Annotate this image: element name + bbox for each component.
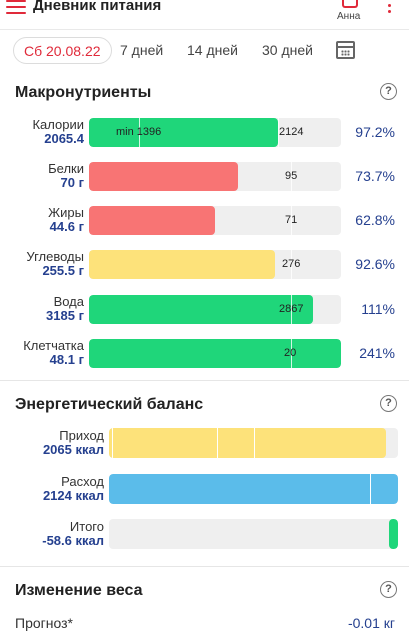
period-tabs: Сб 20.08.22 7 дней 14 дней 30 дней (13, 37, 403, 65)
target-marker (291, 295, 292, 324)
min-marker (139, 118, 140, 147)
macro-amount: 2065.4 (44, 131, 84, 146)
energy-amount: 2124 ккал (42, 488, 104, 503)
macro-name: Калории (32, 117, 84, 132)
macro-amount: 3185 г (46, 308, 84, 323)
energy-amount: 2065 ккал (42, 442, 104, 457)
macro-bar: min 1396 2124 (89, 118, 341, 147)
target-marker (291, 339, 292, 368)
target-marker (291, 206, 292, 235)
macro-name: Углеводы (26, 249, 84, 264)
macro-percent: 241% (359, 345, 395, 361)
forecast-label: Прогноз* (15, 615, 73, 631)
weight-title: Изменение веса (15, 582, 143, 599)
tab-day[interactable]: Сб 20.08.22 (13, 37, 112, 64)
target-label: 2867 (279, 303, 304, 315)
macro-name: Белки (48, 161, 84, 176)
macro-row-carbs: Углеводы 255.5 г 276 92.6% (0, 249, 409, 279)
macro-bar-fill (89, 295, 314, 324)
macro-amount: 44.6 г (49, 219, 84, 234)
energy-help-icon[interactable]: ? (380, 395, 397, 412)
target-marker (278, 118, 279, 147)
macro-percent: 62.8% (355, 212, 395, 228)
target-marker (291, 250, 292, 279)
macro-bar: 71 (89, 206, 341, 235)
macro-row-fiber: Клетчатка 48.1 г 20 241% (0, 338, 409, 368)
energy-row-income: Приход 2065 ккал (0, 428, 409, 458)
tab-7-days[interactable]: 7 дней (120, 42, 164, 58)
macro-percent: 73.7% (355, 168, 395, 184)
forecast-value: -0.01 кг (347, 615, 395, 631)
weight-help-icon[interactable]: ? (380, 581, 397, 598)
macro-name: Клетчатка (23, 338, 84, 353)
energy-bar (109, 519, 398, 549)
calendar-icon[interactable] (336, 41, 355, 59)
macro-bar-fill (89, 206, 215, 235)
target-label: 71 (285, 214, 298, 226)
user-icon[interactable] (342, 0, 358, 8)
target-label: 95 (285, 170, 298, 182)
energy-row-total: Итого -58.6 ккал (0, 519, 409, 549)
bar-segment (254, 428, 255, 458)
min-label: min 1396 (116, 126, 162, 138)
energy-bar (109, 474, 398, 504)
energy-bar-fill (109, 428, 387, 458)
target-label: 2124 (279, 126, 304, 138)
macro-name: Вода (53, 294, 84, 309)
macro-bar: 2867 (89, 295, 341, 324)
energy-name: Приход (59, 428, 104, 443)
macros-title: Макронутриенты (15, 84, 152, 101)
user-name[interactable]: Анна (337, 11, 361, 22)
macro-amount: 48.1 г (49, 352, 84, 367)
macro-amount: 70 г (60, 175, 85, 190)
target-label: 20 (284, 347, 297, 359)
tab-14-days[interactable]: 14 дней (187, 42, 238, 58)
bar-segment (370, 474, 371, 504)
divider (0, 566, 409, 567)
energy-bar-fill (109, 474, 398, 504)
target-label: 276 (282, 258, 301, 270)
macro-bar-fill (89, 162, 238, 191)
divider (0, 380, 409, 381)
macro-bar-fill (89, 118, 278, 147)
macro-row-calories: Калории 2065.4 min 1396 2124 97.2% (0, 117, 409, 147)
page-title: Дневник питания (33, 0, 162, 14)
macro-percent: 111% (361, 301, 395, 317)
macro-amount: 255.5 г (42, 263, 84, 278)
macro-row-protein: Белки 70 г 95 73.7% (0, 161, 409, 191)
macros-help-icon[interactable]: ? (380, 83, 397, 100)
energy-row-expense: Расход 2124 ккал (0, 474, 409, 504)
energy-title: Энергетический баланс (15, 396, 204, 413)
energy-amount: -58.6 ккал (42, 533, 104, 548)
energy-bar (109, 428, 398, 458)
macro-bar-fill (89, 339, 341, 368)
more-options-icon[interactable] (388, 4, 392, 16)
bar-segment (112, 428, 113, 458)
energy-name: Итого (69, 519, 104, 534)
energy-name: Расход (61, 474, 104, 489)
macro-bar: 20 (89, 339, 341, 368)
macro-bar: 95 (89, 162, 341, 191)
macro-bar-fill (89, 250, 276, 279)
macro-row-water: Вода 3185 г 2867 111% (0, 294, 409, 324)
target-marker (291, 162, 292, 191)
tab-30-days[interactable]: 30 дней (262, 42, 313, 58)
macro-bar: 276 (89, 250, 341, 279)
energy-bar-fill (389, 519, 398, 549)
top-bar: Дневник питания Анна (0, 0, 409, 30)
hamburger-menu-icon[interactable] (6, 0, 26, 14)
macro-name: Жиры (48, 205, 84, 220)
macro-percent: 92.6% (355, 256, 395, 272)
macro-percent: 97.2% (355, 124, 395, 140)
macro-row-fat: Жиры 44.6 г 71 62.8% (0, 205, 409, 235)
bar-segment (217, 428, 218, 458)
